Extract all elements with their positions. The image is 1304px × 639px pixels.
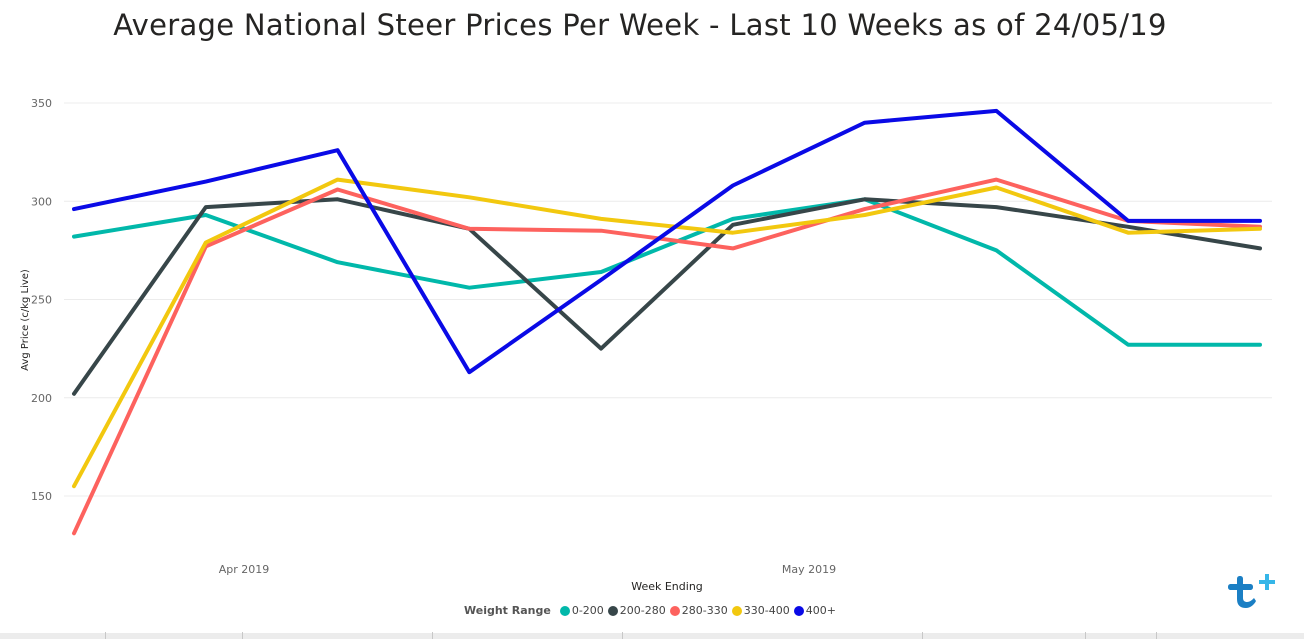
legend-marker (731, 605, 742, 616)
logo-icon (1228, 574, 1275, 608)
y-tick-label: 250 (31, 294, 52, 307)
legend-item-400-plus[interactable]: 400+ (793, 604, 836, 617)
legend-marker (607, 605, 618, 616)
series-line-0-200[interactable] (72, 197, 1262, 347)
tab-divider (622, 632, 623, 639)
x-axis-ticks: Apr 2019 May 2019 (219, 563, 836, 576)
y-tick-label: 300 (31, 195, 52, 208)
chart-title: Average National Steer Prices Per Week -… (113, 8, 1167, 42)
legend-label: 280-330 (681, 604, 728, 617)
legend-label: 400+ (805, 604, 836, 617)
y-axis-title: Avg Price (c/kg Live) (20, 269, 31, 371)
y-tick-label: 150 (31, 490, 52, 503)
legend-item-330-400[interactable]: 330-400 (731, 604, 790, 617)
legend-item-280-330[interactable]: 280-330 (669, 604, 728, 617)
legend-item-0-200[interactable]: 0-200 (559, 604, 604, 617)
tab-divider (432, 632, 433, 639)
legend-title: Weight Range (464, 604, 551, 617)
legend-label: 200-280 (619, 604, 666, 617)
tab-divider (1085, 632, 1086, 639)
legend-marker (669, 605, 680, 616)
series-line-280-330[interactable] (72, 177, 1262, 536)
series-line-400-plus[interactable] (72, 108, 1262, 375)
legend: Weight Range 0-200 200-280 280-330 330-4… (464, 604, 840, 617)
legend-item-200-280[interactable]: 200-280 (607, 604, 666, 617)
x-tick-label: Apr 2019 (219, 563, 270, 576)
legend-label: 330-400 (743, 604, 790, 617)
tab-divider (242, 632, 243, 639)
page-tab-bar (0, 633, 1304, 639)
series-line-330-400[interactable] (72, 177, 1262, 489)
y-tick-label: 200 (31, 392, 52, 405)
gridlines (64, 102, 1272, 497)
tab-divider (922, 632, 923, 639)
series-lines (72, 108, 1262, 536)
tab-divider (105, 632, 106, 639)
y-axis-ticks: 150 200 250 300 350 (31, 97, 52, 503)
series-line-200-280[interactable] (72, 197, 1262, 396)
legend-marker (559, 605, 570, 616)
legend-marker (793, 605, 804, 616)
legend-label: 0-200 (571, 604, 604, 617)
tab-divider (1156, 632, 1157, 639)
x-tick-label: May 2019 (782, 563, 836, 576)
y-tick-label: 350 (31, 97, 52, 110)
x-axis-title: Week Ending (631, 580, 703, 593)
